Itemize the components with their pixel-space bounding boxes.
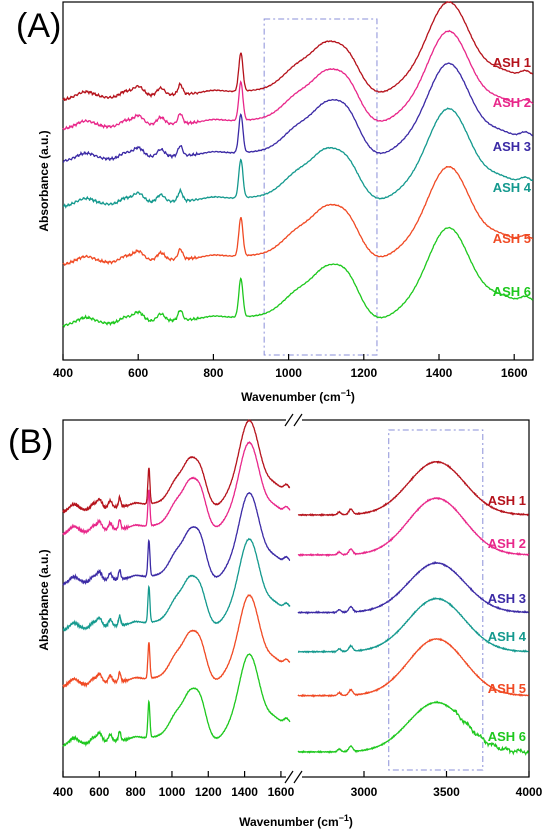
series-line-b-left-6 xyxy=(62,653,291,747)
x-tick-label-a-1: 600 xyxy=(128,366,148,380)
x-tick-label-a-4: 1200 xyxy=(350,366,377,380)
series-line-a-6 xyxy=(62,226,534,329)
x-axis-a: 400 600 800 1000 1200 1400 1600 xyxy=(53,354,528,380)
series-group-a xyxy=(62,1,534,329)
x-tick-label-b-3: 1000 xyxy=(159,785,186,799)
highlight-box-b xyxy=(388,429,484,771)
series-line-b-right-5 xyxy=(297,637,529,698)
plot-frame-a xyxy=(62,1,534,361)
series-line-b-left-2 xyxy=(62,441,291,536)
series-line-a-2 xyxy=(62,29,534,131)
x-tick-label-a-3: 1000 xyxy=(275,366,302,380)
series-label-a-6: ASH 6 xyxy=(493,284,531,299)
x-tick-label-a-2: 800 xyxy=(203,366,223,380)
x-tick-label-b-8: 3500 xyxy=(433,785,460,799)
x-tick-label-b-5: 1400 xyxy=(231,785,258,799)
series-line-b-right-1 xyxy=(297,460,530,517)
series-line-b-right-4 xyxy=(297,596,529,654)
series-line-b-right-6 xyxy=(297,700,529,756)
series-line-b-left-4 xyxy=(62,537,291,632)
series-label-b-1: ASH 1 xyxy=(488,493,526,508)
x-tick-label-b-1: 600 xyxy=(89,785,109,799)
x-axis-title-a: Wavenumber (cm−1) xyxy=(241,388,355,404)
x-tick-label-b-6: 1600 xyxy=(268,785,295,799)
x-tick-label-a-0: 400 xyxy=(53,366,73,380)
series-label-b-6: ASH 6 xyxy=(488,729,526,744)
series-group-b xyxy=(62,419,530,756)
x-tick-label-a-5: 1400 xyxy=(426,366,453,380)
x-tick-label-b-0: 400 xyxy=(53,785,73,799)
panel-b: (B) 400 600 800 1000 1200 1400 1600 3000 3500 400… xyxy=(8,413,543,829)
panel-label-b: (B) xyxy=(8,423,53,461)
series-label-a-4: ASH 4 xyxy=(493,180,532,195)
panel-label-a: (A) xyxy=(16,7,61,45)
series-line-b-left-3 xyxy=(62,491,291,586)
series-labels-a: ASH 1 ASH 2 ASH 3 ASH 4 ASH 5 ASH 6 xyxy=(493,55,532,299)
x-axis-b: 400 600 800 1000 1200 1400 1600 3000 3500 4000 xyxy=(53,771,543,799)
plot-frame-b xyxy=(62,419,530,778)
y-axis-title-b: Absorbance (a.u.) xyxy=(37,549,51,650)
series-label-b-3: ASH 3 xyxy=(488,591,526,606)
series-line-a-1 xyxy=(62,1,533,102)
x-tick-label-b-2: 800 xyxy=(126,785,146,799)
axis-break-top xyxy=(284,413,303,427)
series-line-a-3 xyxy=(63,62,533,163)
series-labels-b: ASH 1 ASH 2 ASH 3 ASH 4 ASH 5 ASH 6 xyxy=(488,493,527,744)
axis-break-bottom xyxy=(284,770,303,784)
series-line-b-right-3 xyxy=(297,561,529,615)
x-tick-label-b-7: 3000 xyxy=(351,785,378,799)
series-line-b-right-2 xyxy=(297,496,530,558)
series-label-b-5: ASH 5 xyxy=(488,681,526,696)
series-line-b-left-1 xyxy=(62,419,291,514)
series-label-a-1: ASH 1 xyxy=(493,55,531,70)
series-line-a-4 xyxy=(62,107,534,209)
x-tick-label-b-9: 4000 xyxy=(516,785,543,799)
highlight-box-a xyxy=(263,18,378,356)
series-label-a-5: ASH 5 xyxy=(493,231,531,246)
series-line-b-left-5 xyxy=(62,594,291,689)
y-axis-title-a: Absorbance (a.u.) xyxy=(37,130,51,231)
series-label-b-4: ASH 4 xyxy=(488,629,527,644)
series-label-a-3: ASH 3 xyxy=(493,139,531,154)
x-tick-label-b-4: 1200 xyxy=(195,785,222,799)
x-tick-label-a-6: 1600 xyxy=(501,366,528,380)
series-label-a-2: ASH 2 xyxy=(493,95,531,110)
series-label-b-2: ASH 2 xyxy=(488,536,526,551)
panel-a: (A) 400 600 800 1000 1200 1400 1600 ASH 1 ASH 2… xyxy=(16,1,534,404)
x-axis-title-b: Wavenumber (cm−1) xyxy=(239,813,353,829)
series-line-a-5 xyxy=(62,165,534,267)
